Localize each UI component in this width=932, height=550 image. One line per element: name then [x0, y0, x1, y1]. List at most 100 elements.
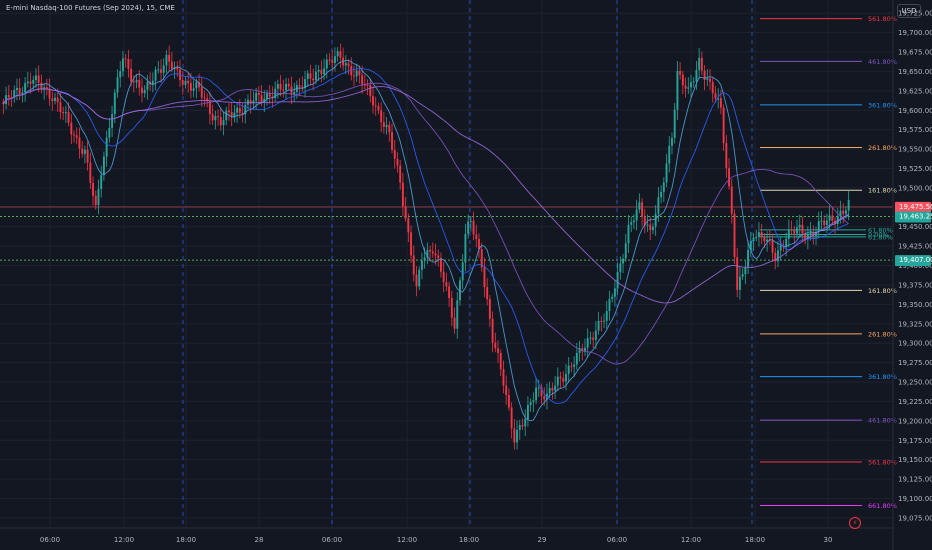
- candle-body: [815, 231, 817, 237]
- candle-body: [282, 89, 285, 91]
- candle-body: [809, 231, 812, 235]
- candle-body: [217, 116, 220, 118]
- candle-body: [722, 107, 725, 144]
- candle-body: [589, 337, 592, 339]
- moving-average-line: [3, 67, 849, 404]
- candle-body: [483, 267, 486, 288]
- candle-body: [478, 239, 480, 250]
- candle-body: [219, 117, 222, 126]
- candle-body: [738, 276, 741, 290]
- candle-body: [524, 419, 527, 427]
- candle-body: [385, 124, 388, 127]
- candle-body: [67, 112, 70, 123]
- candle-body: [706, 78, 709, 81]
- candle-body: [747, 249, 750, 267]
- fib-label: 661.80%: [868, 502, 897, 510]
- candle-body: [143, 89, 146, 94]
- candle-body: [681, 74, 684, 86]
- candle-body: [632, 220, 635, 223]
- candle-body: [796, 227, 798, 234]
- candle-body: [121, 58, 124, 72]
- candle-body: [630, 222, 633, 225]
- candle-body: [45, 87, 48, 89]
- lightning-icon[interactable]: ⚡: [849, 517, 861, 529]
- candle-body: [32, 79, 35, 84]
- candle-body: [622, 258, 625, 264]
- candle-body: [333, 56, 336, 63]
- candle-body: [271, 96, 274, 99]
- candle-body: [146, 82, 149, 90]
- candle-body: [806, 234, 809, 240]
- candle-body: [227, 110, 230, 113]
- candle-body: [233, 112, 236, 118]
- candle-body: [603, 320, 605, 322]
- candle-body: [581, 348, 584, 352]
- x-tick-label: 06:00: [40, 536, 60, 544]
- candle-body: [187, 80, 190, 84]
- candle-body: [616, 272, 619, 289]
- candle-body: [777, 250, 779, 262]
- candle-body: [51, 98, 54, 102]
- candle-body: [779, 245, 782, 251]
- candle-body: [437, 255, 440, 259]
- candle-body: [785, 238, 788, 248]
- candle-body: [293, 91, 296, 95]
- candle-body: [399, 165, 402, 183]
- candle-body: [461, 262, 464, 281]
- horizontal-price-lines: [0, 206, 893, 261]
- candle-body: [749, 241, 752, 250]
- candle-body: [649, 224, 652, 231]
- candle-body: [393, 149, 396, 159]
- candle-body: [842, 210, 845, 214]
- candle-body: [752, 237, 755, 242]
- candle-body: [388, 124, 391, 133]
- fib-extension-levels: 661.80% 561.80% 461.80% 361.80% 261.80% 161.8…: [760, 15, 897, 510]
- candle-body: [222, 120, 225, 126]
- time-axis[interactable]: 06:00 12:00 18:00 28 06:00 12:00 18:00 29 06:00 1…: [40, 536, 833, 544]
- candle-body: [358, 70, 361, 76]
- candle-body: [448, 286, 451, 299]
- candle-body: [847, 200, 850, 211]
- y-tick-label: 19,575.00: [898, 126, 932, 134]
- candle-body: [673, 109, 676, 138]
- moving-average-line: [3, 59, 849, 422]
- candle-body: [40, 82, 43, 90]
- candle-body: [766, 239, 769, 242]
- price-axis[interactable]: 19,075.00 19,100.00 19,125.00 19,150.00 19,1…: [898, 10, 932, 523]
- candle-body: [442, 271, 445, 283]
- candle-body: [771, 240, 774, 253]
- candle-body: [521, 425, 524, 427]
- candle-body: [703, 70, 706, 81]
- fib-label: 361.80%: [868, 373, 897, 381]
- candle-body: [698, 57, 701, 71]
- candle-body: [641, 202, 644, 217]
- candle-body: [75, 135, 78, 138]
- candle-body: [429, 249, 432, 252]
- x-tick-label: 29: [538, 536, 547, 544]
- candle-body: [687, 87, 690, 89]
- candle-body: [320, 69, 323, 75]
- x-tick-label: 28: [255, 536, 264, 544]
- candle-body: [415, 274, 418, 287]
- candle-body: [21, 92, 24, 95]
- candle-body: [89, 162, 92, 183]
- candle-body: [638, 202, 641, 210]
- currency-button[interactable]: USD: [897, 4, 921, 18]
- candle-body: [410, 232, 413, 256]
- candle-body: [820, 220, 823, 222]
- candle-body: [192, 88, 195, 91]
- candle-body: [760, 232, 763, 237]
- fib-label: 261.80%: [868, 330, 897, 338]
- candle-body: [35, 75, 37, 80]
- y-tick-label: 19,150.00: [898, 456, 932, 464]
- candle-body: [728, 168, 731, 187]
- y-tick-label: 19,675.00: [898, 49, 932, 57]
- candle-body: [646, 224, 649, 226]
- candle-body: [412, 255, 415, 275]
- candle-body: [102, 156, 105, 176]
- candle-body: [717, 98, 720, 100]
- candle-body: [554, 385, 557, 391]
- candle-body: [160, 69, 162, 73]
- candle-body: [162, 65, 165, 73]
